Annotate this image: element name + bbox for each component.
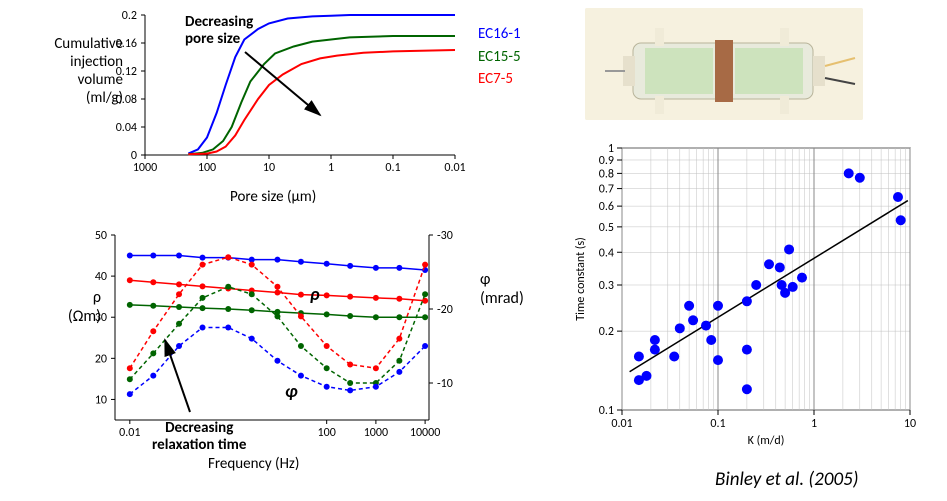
svg-text:1: 1 — [328, 161, 334, 175]
svg-text:1: 1 — [811, 417, 817, 431]
svg-text:50: 50 — [95, 229, 107, 243]
top-chart-ylabel: Cumulativeinjectionvolume(ml/g) — [5, 35, 123, 107]
bottom-chart-ylabel-right: φ(mrad) — [480, 270, 530, 308]
svg-text:40: 40 — [95, 270, 107, 284]
right-column: 0.010.11100.10.20.30.40.50.60.70.80.91Ti… — [540, 0, 940, 501]
bottom-chart-xlabel: Frequency (Hz) — [208, 455, 299, 473]
svg-text:0.5: 0.5 — [599, 221, 614, 235]
svg-text:0.3: 0.3 — [599, 279, 614, 293]
svg-text:0.6: 0.6 — [599, 200, 614, 214]
svg-text:0.2: 0.2 — [599, 325, 614, 339]
phi-greek-label: φ — [285, 380, 298, 402]
svg-text:0.01: 0.01 — [611, 417, 632, 431]
device-photo — [585, 8, 863, 120]
top-chart-annotation: Decreasingpore size — [185, 14, 253, 47]
citation-text: Binley et al. (2005) — [715, 468, 858, 491]
scatter-chart-svg: 0.010.11100.10.20.30.40.50.60.70.80.91Ti… — [570, 140, 920, 450]
svg-text:0.2: 0.2 — [122, 9, 137, 23]
svg-text:0.04: 0.04 — [116, 121, 137, 135]
svg-text:0.01: 0.01 — [444, 161, 465, 175]
series-label-ec15: EC15-5 — [478, 48, 521, 66]
svg-text:Time constant (s): Time constant (s) — [574, 237, 588, 321]
frequency-chart: 1020304050-10-20-300.01100100010000 — [105, 230, 455, 450]
svg-text:-20: -20 — [437, 303, 453, 317]
scatter-chart: 0.010.11100.10.20.30.40.50.60.70.80.91Ti… — [570, 140, 920, 450]
svg-text:10000: 10000 — [410, 426, 440, 440]
device-photo-svg — [585, 8, 863, 120]
svg-text:1000: 1000 — [364, 426, 388, 440]
rho-greek-label: ρ — [310, 283, 320, 305]
svg-text:100: 100 — [198, 161, 216, 175]
bottom-chart-ylabel-left: ρ(Ωm) — [63, 288, 101, 326]
svg-text:-30: -30 — [437, 229, 453, 243]
svg-text:K (m/d): K (m/d) — [748, 434, 785, 448]
svg-text:0.01: 0.01 — [119, 426, 140, 440]
svg-text:1000: 1000 — [133, 161, 157, 175]
svg-text:0.1: 0.1 — [599, 404, 614, 418]
bottom-chart-annotation: Decreasingrelaxation time — [152, 420, 246, 453]
svg-text:0.4: 0.4 — [599, 246, 614, 260]
frequency-chart-svg: 1020304050-10-20-300.01100100010000 — [105, 230, 455, 450]
left-column: 00.040.080.120.160.210001001010.10.01 Cu… — [0, 0, 530, 501]
svg-text:100: 100 — [318, 426, 336, 440]
svg-text:0.8: 0.8 — [599, 167, 614, 181]
svg-text:0.9: 0.9 — [599, 154, 614, 168]
svg-text:10: 10 — [263, 161, 275, 175]
svg-text:0.1: 0.1 — [710, 417, 725, 431]
series-label-ec16: EC16-1 — [478, 25, 521, 43]
svg-text:1: 1 — [608, 142, 614, 156]
top-chart-xlabel: Pore size (µm) — [230, 188, 316, 206]
svg-text:0.7: 0.7 — [599, 183, 614, 197]
svg-text:10: 10 — [904, 417, 916, 431]
svg-text:20: 20 — [95, 352, 107, 366]
series-label-ec7: EC7-5 — [478, 70, 513, 88]
svg-text:-10: -10 — [437, 377, 453, 391]
svg-text:0.1: 0.1 — [385, 161, 400, 175]
svg-text:10: 10 — [95, 393, 107, 407]
